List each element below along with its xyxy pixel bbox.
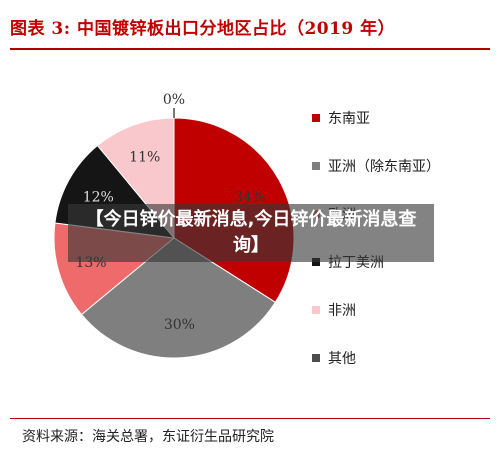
headline-overlay[interactable]: 【今日锌价最新消息,今日锌价最新消息查询】 [68,204,434,262]
figure-title: 图表 3: 中国镀锌板出口分地区占比（2019 年） [10,19,396,39]
legend-label: 非洲 [328,303,356,319]
data-label-slice-0: 34% [234,189,265,205]
data-label-slice-5: 0% [163,92,185,108]
footer-divider [10,418,490,419]
legend-label: 东南亚 [328,111,370,127]
title-divider [10,48,490,50]
legend-swatch [312,306,320,314]
legend-item: 非洲 [312,300,356,320]
headline-text[interactable]: 【今日锌价最新消息,今日锌价最新消息查询】 [85,209,417,256]
data-label-slice-1: 30% [164,317,195,333]
legend-item: 亚洲（除东南亚） [312,156,440,176]
legend-item: 其他 [312,348,356,368]
legend-item: 东南亚 [312,108,370,128]
data-label-slice-4: 11% [129,150,160,166]
legend-swatch [312,258,320,266]
legend-label: 亚洲（除东南亚） [328,159,440,175]
legend-swatch [312,162,320,170]
legend-swatch [312,354,320,362]
data-label-slice-3: 12% [83,189,114,205]
pie-slice-1 [80,237,277,359]
legend-swatch [312,114,320,122]
source-note: 资料来源：海关总署，东证衍生品研究院 [22,429,274,445]
legend-label: 其他 [328,351,356,367]
